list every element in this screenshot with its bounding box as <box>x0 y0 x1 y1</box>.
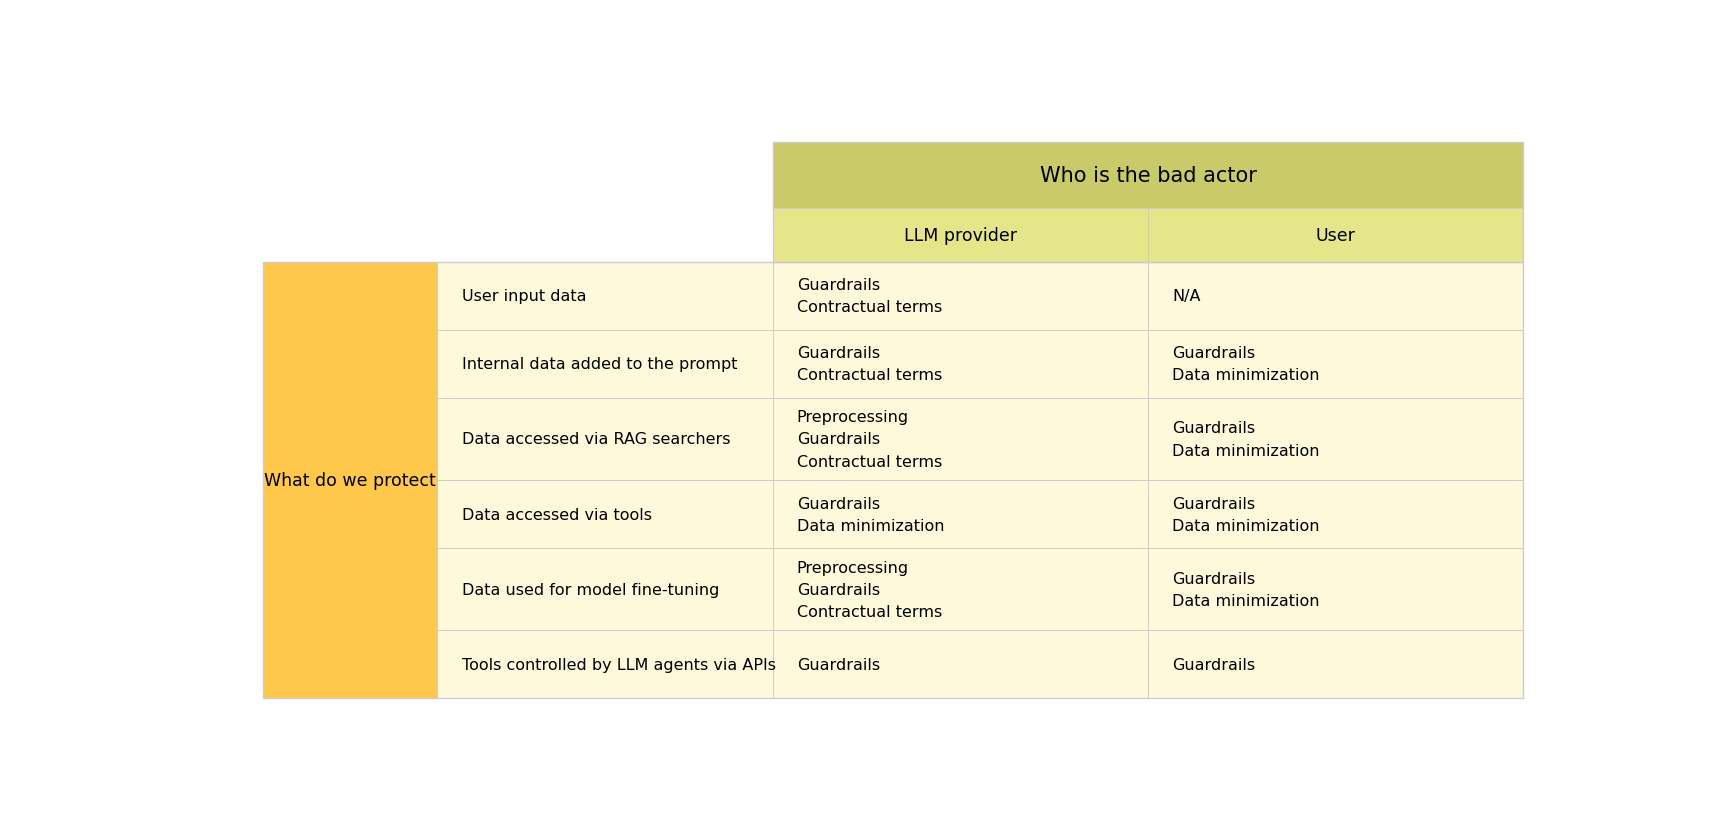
Text: User: User <box>1317 226 1356 244</box>
Text: Guardrails
Contractual terms: Guardrails Contractual terms <box>798 278 943 314</box>
FancyBboxPatch shape <box>773 549 1149 631</box>
FancyBboxPatch shape <box>773 143 1524 209</box>
Text: Internal data added to the prompt: Internal data added to the prompt <box>462 357 737 372</box>
FancyBboxPatch shape <box>1149 481 1524 549</box>
FancyBboxPatch shape <box>773 330 1149 399</box>
Text: Data used for model fine-tuning: Data used for model fine-tuning <box>462 582 720 597</box>
FancyBboxPatch shape <box>263 262 438 699</box>
Text: What do we protect: What do we protect <box>265 472 436 490</box>
FancyBboxPatch shape <box>1149 262 1524 330</box>
FancyBboxPatch shape <box>438 631 773 699</box>
Text: Who is the bad actor: Who is the bad actor <box>1040 165 1256 186</box>
FancyBboxPatch shape <box>773 399 1149 481</box>
FancyBboxPatch shape <box>773 262 1149 330</box>
Text: Guardrails
Data minimization: Guardrails Data minimization <box>1173 571 1320 609</box>
FancyBboxPatch shape <box>1149 549 1524 631</box>
FancyBboxPatch shape <box>773 631 1149 699</box>
Text: Preprocessing
Guardrails
Contractual terms: Preprocessing Guardrails Contractual ter… <box>798 410 943 469</box>
Text: Guardrails: Guardrails <box>798 657 881 672</box>
Text: Data accessed via RAG searchers: Data accessed via RAG searchers <box>462 432 730 447</box>
Text: LLM provider: LLM provider <box>903 226 1017 244</box>
FancyBboxPatch shape <box>438 399 773 481</box>
FancyBboxPatch shape <box>438 549 773 631</box>
Text: Guardrails
Data minimization: Guardrails Data minimization <box>1173 496 1320 533</box>
FancyBboxPatch shape <box>773 209 1149 262</box>
Text: Guardrails: Guardrails <box>1173 657 1256 672</box>
Text: N/A: N/A <box>1173 289 1201 304</box>
Text: User input data: User input data <box>462 289 586 304</box>
FancyBboxPatch shape <box>773 481 1149 549</box>
FancyBboxPatch shape <box>438 330 773 399</box>
FancyBboxPatch shape <box>1149 631 1524 699</box>
FancyBboxPatch shape <box>1149 209 1524 262</box>
Text: Tools controlled by LLM agents via APIs: Tools controlled by LLM agents via APIs <box>462 657 775 672</box>
Text: Guardrails
Data minimization: Guardrails Data minimization <box>1173 421 1320 458</box>
FancyBboxPatch shape <box>1149 399 1524 481</box>
Text: Guardrails
Contractual terms: Guardrails Contractual terms <box>798 346 943 383</box>
FancyBboxPatch shape <box>263 143 773 262</box>
Text: Guardrails
Data minimization: Guardrails Data minimization <box>798 496 945 533</box>
Text: Data accessed via tools: Data accessed via tools <box>462 507 652 522</box>
Text: Preprocessing
Guardrails
Contractual terms: Preprocessing Guardrails Contractual ter… <box>798 560 943 619</box>
FancyBboxPatch shape <box>438 262 773 330</box>
FancyBboxPatch shape <box>438 481 773 549</box>
FancyBboxPatch shape <box>1149 330 1524 399</box>
Text: Guardrails
Data minimization: Guardrails Data minimization <box>1173 346 1320 383</box>
